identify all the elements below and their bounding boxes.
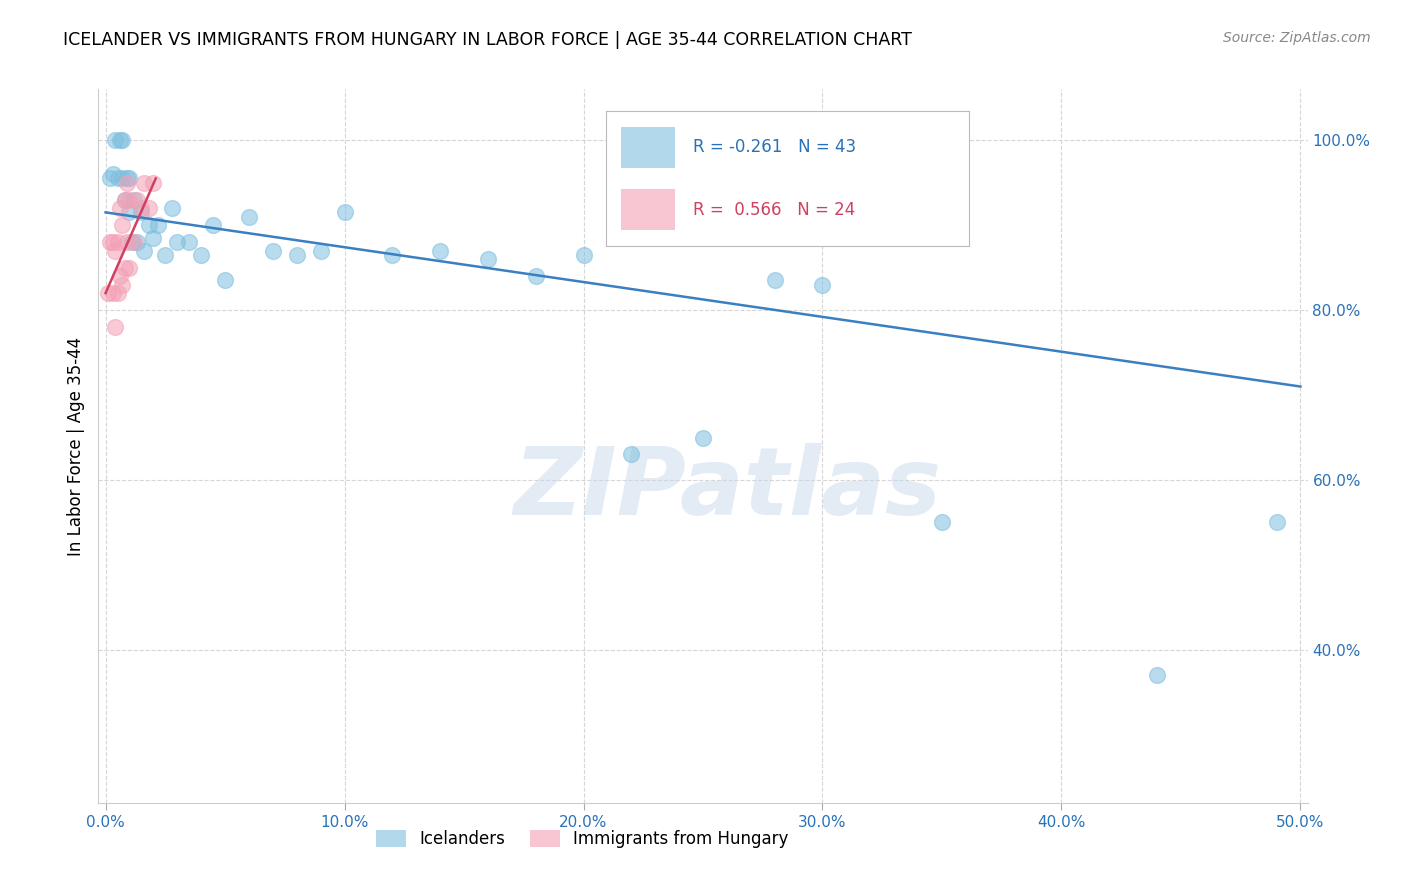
- Point: [108, 133, 131, 147]
- Point: [429, 244, 451, 258]
- Point: [108, 269, 131, 284]
- Point: [115, 171, 138, 186]
- Point: [98, 235, 121, 249]
- Point: [104, 320, 127, 334]
- Point: [162, 201, 184, 215]
- Point: [115, 235, 138, 249]
- Text: ZIPatlas: ZIPatlas: [513, 442, 941, 535]
- Point: [333, 205, 356, 219]
- Point: [132, 244, 155, 258]
- Y-axis label: In Labor Force | Age 35-44: In Labor Force | Age 35-44: [66, 336, 84, 556]
- Point: [131, 205, 153, 219]
- Point: [146, 218, 169, 232]
- Point: [101, 286, 124, 301]
- Point: [111, 171, 134, 186]
- Point: [107, 171, 129, 186]
- Point: [111, 277, 134, 292]
- Point: [114, 193, 136, 207]
- Point: [125, 235, 148, 249]
- Point: [97, 286, 120, 301]
- Point: [1265, 516, 1288, 530]
- Point: [118, 171, 141, 186]
- Text: Source: ZipAtlas.com: Source: ZipAtlas.com: [1223, 31, 1371, 45]
- Point: [214, 273, 236, 287]
- Point: [142, 176, 165, 190]
- Point: [118, 193, 141, 207]
- Point: [114, 260, 136, 275]
- Point: [142, 231, 165, 245]
- Point: [811, 277, 834, 292]
- Point: [262, 244, 284, 258]
- Point: [118, 260, 141, 275]
- Point: [111, 133, 134, 147]
- Point: [122, 193, 145, 207]
- Point: [104, 244, 127, 258]
- Point: [190, 248, 212, 262]
- Point: [763, 273, 786, 287]
- Point: [107, 235, 129, 249]
- Point: [524, 269, 547, 284]
- Point: [104, 133, 127, 147]
- Point: [931, 516, 953, 530]
- Point: [381, 248, 404, 262]
- Point: [132, 176, 155, 190]
- Point: [118, 205, 141, 219]
- Point: [115, 176, 138, 190]
- Point: [1146, 668, 1168, 682]
- Point: [114, 193, 136, 207]
- Point: [121, 235, 143, 249]
- Point: [138, 201, 160, 215]
- Point: [108, 201, 131, 215]
- Point: [692, 430, 714, 444]
- Point: [285, 248, 308, 262]
- Point: [111, 218, 134, 232]
- Point: [101, 167, 124, 181]
- Point: [620, 448, 643, 462]
- Point: [572, 248, 595, 262]
- Point: [309, 244, 332, 258]
- Point: [166, 235, 188, 249]
- Point: [131, 201, 153, 215]
- Text: ICELANDER VS IMMIGRANTS FROM HUNGARY IN LABOR FORCE | AGE 35-44 CORRELATION CHAR: ICELANDER VS IMMIGRANTS FROM HUNGARY IN …: [63, 31, 912, 49]
- Point: [155, 248, 177, 262]
- Point: [179, 235, 201, 249]
- Point: [125, 193, 148, 207]
- Point: [101, 235, 124, 249]
- Point: [138, 218, 160, 232]
- Point: [98, 171, 121, 186]
- Point: [202, 218, 225, 232]
- Legend: Icelanders, Immigrants from Hungary: Icelanders, Immigrants from Hungary: [368, 823, 796, 855]
- Point: [107, 286, 129, 301]
- Point: [477, 252, 499, 266]
- Point: [238, 210, 260, 224]
- Point: [122, 235, 145, 249]
